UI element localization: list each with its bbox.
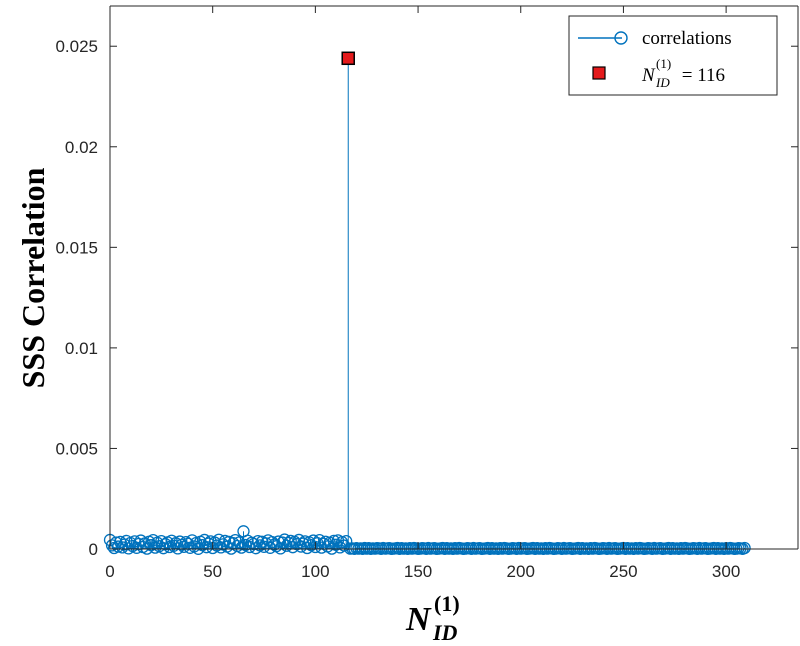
legend-label-correlations: correlations [642,28,732,49]
x-tick-label: 50 [203,562,222,581]
data-point [266,536,279,549]
x-tick-label: 200 [507,562,535,581]
y-tick-label: 0.015 [55,238,98,257]
legend-circle-marker [614,31,628,45]
x-axis-label: N (1) ID [405,591,460,645]
legend-square-marker [592,66,606,80]
legend-item-correlations: correlations [578,28,732,49]
legend-n-symbol: N [641,65,656,86]
peak-marker [341,51,355,66]
y-tick-label: 0.01 [65,339,98,358]
x-tick-label: 300 [712,562,740,581]
x-tick-label: 100 [301,562,329,581]
data-point [340,535,353,548]
axes-frame [109,5,799,550]
data-point [276,536,289,549]
highlight-marker-group [341,51,355,66]
legend-box [568,15,778,96]
x-axis-label-subscript: ID [432,620,458,645]
x-tick-label: 0 [105,562,114,581]
x-axis-label-superscript: (1) [434,591,460,616]
data-point [155,535,168,548]
y-tick-label: 0.02 [65,138,98,157]
legend-n-superscript: (1) [656,56,671,71]
x-axis-label-symbol: N [405,601,432,638]
legend-n-equals: = 116 [677,65,725,86]
data-point [233,536,246,549]
legend-item-n-id: N (1) ID = 116 [592,56,725,90]
y-tick-label: 0 [89,540,98,559]
data-point [738,541,751,555]
legend: correlations N (1) ID = 116 [568,15,778,96]
data-point [171,542,184,555]
legend-n-subscript: ID [655,75,670,90]
x-tick-label: 150 [404,562,432,581]
y-tick-label: 0.025 [55,37,98,56]
y-axis-ticks: 0 0.005 0.01 0.015 0.02 0.025 [55,37,798,559]
x-axis-ticks: 0 50 100 150 200 250 300 [105,6,740,581]
data-point [264,541,277,554]
y-tick-label: 0.005 [55,439,98,458]
x-tick-label: 250 [609,562,637,581]
plot-area [110,6,798,549]
data-point [268,538,281,551]
y-axis-label: SSS Correlation [15,167,51,388]
